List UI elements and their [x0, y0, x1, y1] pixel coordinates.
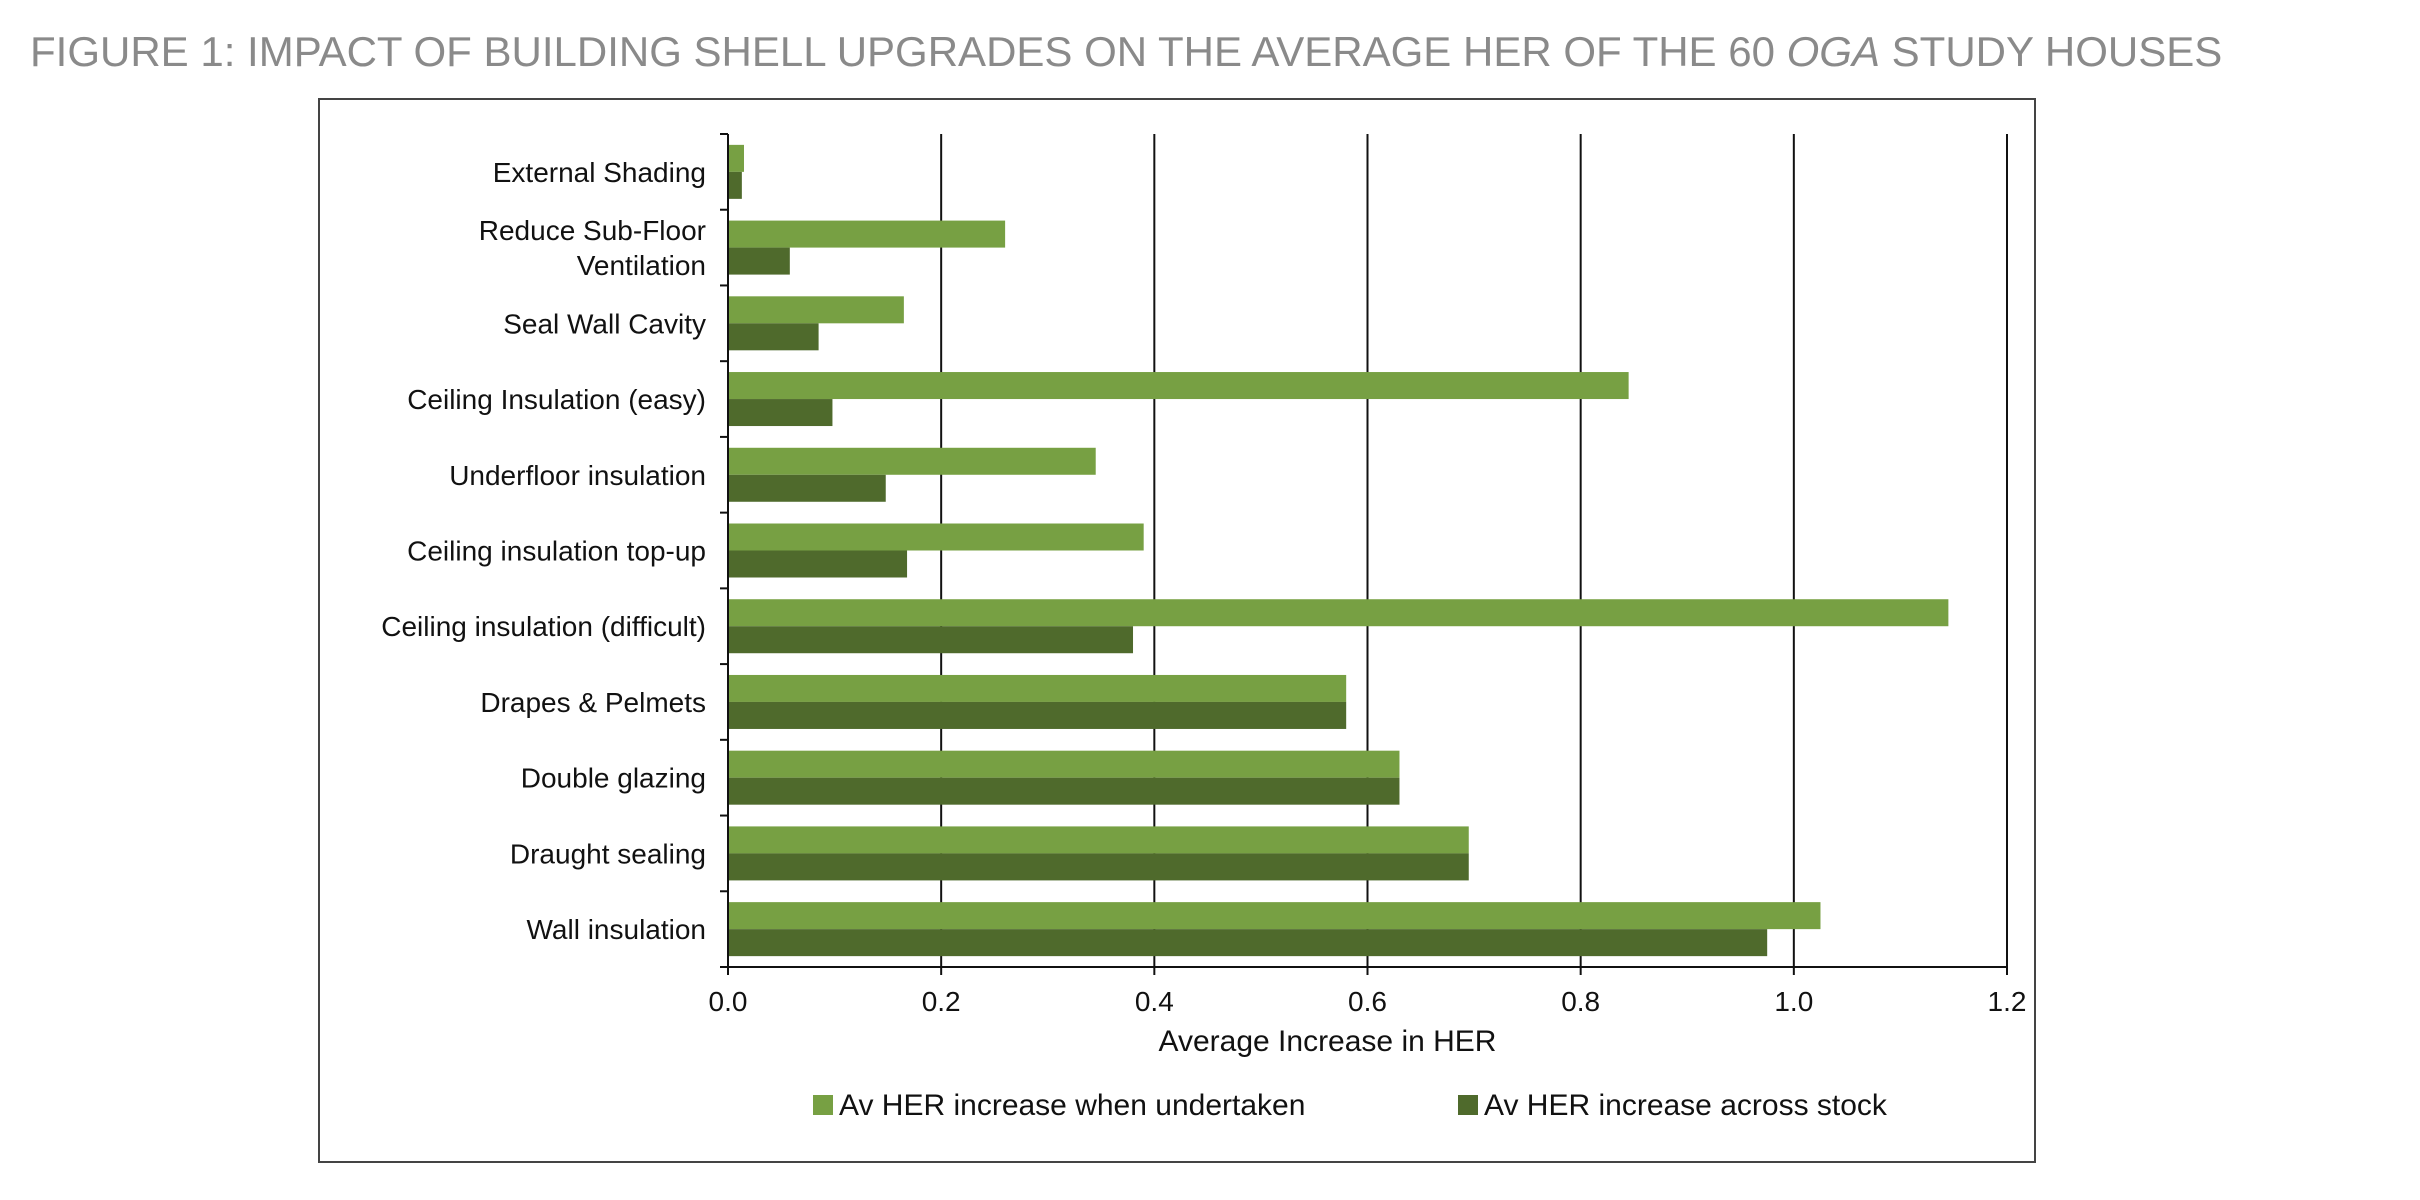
figure-title-suffix: STUDY HOUSES: [1879, 28, 2223, 75]
bar-undertaken: [728, 750, 1400, 778]
legend: Av HER increase when undertaken Av HER in…: [813, 1089, 1888, 1122]
bar-across-stock: [728, 171, 742, 199]
bar-across-stock: [728, 853, 1469, 881]
bar-undertaken: [728, 144, 744, 172]
legend-label: Av HER increase across stock: [1484, 1089, 1888, 1122]
bar-undertaken: [728, 902, 1821, 930]
category-label: Reduce Sub-Floor Ventilation: [479, 215, 706, 281]
category-label: Wall insulation: [527, 914, 706, 945]
category-label-line: Draught sealing: [510, 838, 706, 869]
bar-undertaken: [728, 599, 1949, 627]
x-tick-label: 0.4: [1135, 986, 1174, 1017]
tick-labels: 0.0 0.2 0.4 0.6 0.8 1.0 1.2: [709, 986, 2027, 1017]
category-label: Seal Wall Cavity: [503, 308, 706, 339]
bar-undertaken: [728, 296, 904, 324]
bar-across-stock: [728, 247, 790, 275]
bar-across-stock: [728, 474, 886, 502]
x-tick-label: 1.0: [1774, 986, 1813, 1017]
category-label-line: Ventilation: [577, 250, 706, 281]
category-label-line: Wall insulation: [527, 914, 706, 945]
bar-across-stock: [728, 777, 1400, 805]
bar-across-stock: [728, 323, 819, 351]
category-label: Ceiling Insulation (easy): [407, 384, 706, 415]
axes: [720, 133, 2008, 975]
category-label-line: Ceiling Insulation (easy): [407, 384, 706, 415]
bar-undertaken: [728, 372, 1629, 400]
bar-across-stock: [728, 701, 1347, 729]
figure-title-italic: OGA: [1786, 28, 1880, 75]
bar-chart: External Shading Reduce Sub-Floor Ventilat…: [381, 133, 2027, 1122]
category-label: Underfloor insulation: [449, 460, 706, 491]
category-label: Drapes & Pelmets: [480, 687, 706, 718]
bar-across-stock: [728, 550, 908, 578]
category-label-line: Double glazing: [521, 763, 706, 794]
category-label: Ceiling insulation top-up: [407, 536, 706, 567]
category-label: Ceiling insulation (difficult): [381, 611, 706, 642]
legend-label: Av HER increase when undertaken: [839, 1089, 1305, 1122]
figure-title-prefix: FIGURE 1: IMPACT OF BUILDING SHELL UPGRA…: [30, 28, 1787, 75]
x-tick-label: 0.2: [922, 986, 961, 1017]
category-label-line: Seal Wall Cavity: [503, 308, 706, 339]
bar-across-stock: [728, 626, 1134, 654]
bars: [728, 144, 1949, 957]
category-label: External Shading: [493, 157, 706, 188]
category-label: Double glazing: [521, 763, 706, 794]
bar-undertaken: [728, 220, 1006, 248]
figure-title: FIGURE 1: IMPACT OF BUILDING SHELL UPGRA…: [30, 28, 2410, 76]
category-label: Draught sealing: [510, 838, 706, 869]
x-axis-title: Average Increase in HER: [1159, 1025, 1497, 1058]
x-tick-label: 0.0: [709, 986, 748, 1017]
bar-undertaken: [728, 674, 1347, 702]
x-tick-label: 0.8: [1561, 986, 1600, 1017]
bar-undertaken: [728, 826, 1469, 854]
category-label-line: Ceiling insulation (difficult): [381, 611, 706, 642]
legend-swatch: [1458, 1095, 1478, 1115]
category-label-line: Ceiling insulation top-up: [407, 536, 706, 567]
bar-undertaken: [728, 447, 1096, 475]
legend-swatch: [813, 1095, 833, 1115]
category-label-line: Drapes & Pelmets: [480, 687, 706, 718]
category-label-line: Underfloor insulation: [449, 460, 706, 491]
bar-across-stock: [728, 929, 1768, 957]
bar-across-stock: [728, 399, 833, 427]
chart-frame: External Shading Reduce Sub-Floor Ventilat…: [318, 98, 2036, 1163]
category-label-line: External Shading: [493, 157, 706, 188]
bar-undertaken: [728, 523, 1144, 551]
x-tick-label: 1.2: [1988, 986, 2027, 1017]
category-labels: External Shading Reduce Sub-Floor Ventilat…: [381, 157, 706, 945]
x-tick-label: 0.6: [1348, 986, 1387, 1017]
category-label-line: Reduce Sub-Floor: [479, 215, 706, 246]
